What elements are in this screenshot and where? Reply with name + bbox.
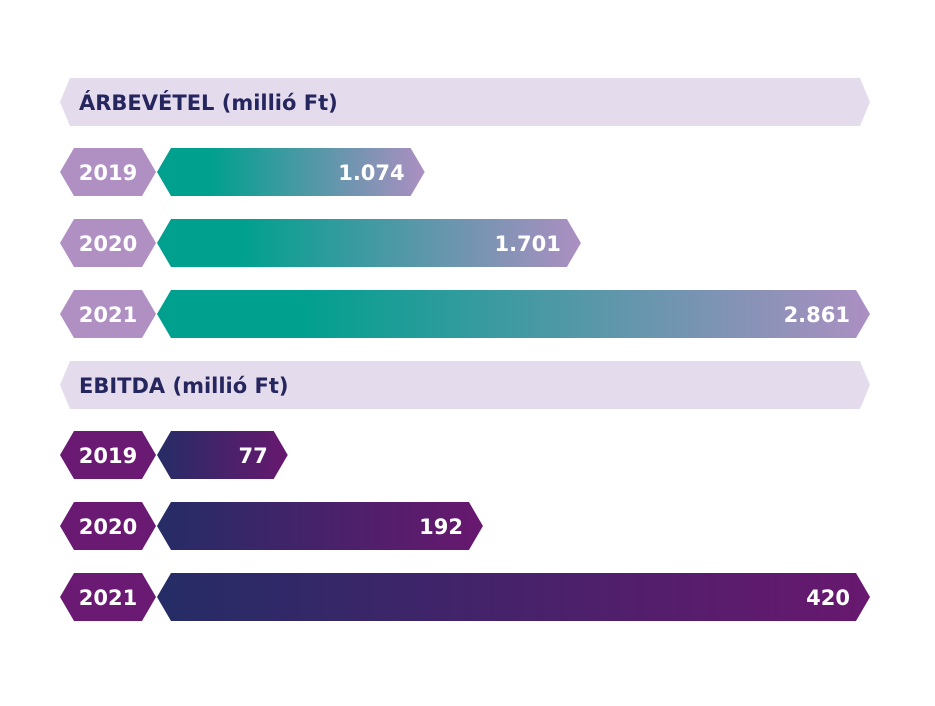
bar bbox=[157, 148, 425, 196]
ebitda-header-banner bbox=[60, 361, 870, 409]
year-label-bg bbox=[60, 573, 156, 621]
year-label-bg bbox=[60, 148, 156, 196]
ebitda-header-title: EBITDA (millió Ft) bbox=[79, 374, 288, 398]
revenue-header-title: ÁRBEVÉTEL (millió Ft) bbox=[79, 90, 338, 115]
year-label-bg bbox=[60, 502, 156, 550]
revenue-header-banner bbox=[60, 78, 870, 126]
bar-value-label: 2.861 bbox=[784, 303, 850, 327]
year-label: 2019 bbox=[79, 444, 137, 468]
year-label: 2020 bbox=[79, 232, 137, 256]
revenue-row-2021: 2021 2.861 bbox=[60, 290, 870, 338]
bar-value-label: 1.074 bbox=[338, 161, 404, 185]
revenue-row-2020: 2020 1.701 bbox=[60, 219, 581, 267]
year-label: 2019 bbox=[79, 161, 137, 185]
ebitda-row-2019: 2019 77 bbox=[60, 431, 288, 479]
bar-value-label: 192 bbox=[419, 515, 463, 539]
year-label-bg bbox=[60, 431, 156, 479]
year-label: 2021 bbox=[79, 303, 137, 327]
bar-value-label: 420 bbox=[806, 586, 850, 610]
ebitda-row-2021: 2021 420 bbox=[60, 573, 870, 621]
bar bbox=[157, 573, 870, 621]
bar bbox=[157, 290, 870, 338]
panel-ebitda: EBITDA (millió Ft) 2019 77 2020 192 2021 420 bbox=[60, 361, 870, 621]
revenue-row-2019: 2019 1.074 bbox=[60, 148, 425, 196]
bar-value-label: 77 bbox=[238, 444, 267, 468]
ebitda-row-2020: 2020 192 bbox=[60, 502, 483, 550]
year-label: 2020 bbox=[79, 515, 137, 539]
year-label-bg bbox=[60, 290, 156, 338]
bar bbox=[157, 219, 581, 267]
year-label-bg bbox=[60, 219, 156, 267]
bar bbox=[157, 431, 288, 479]
bar bbox=[157, 502, 483, 550]
bar-value-label: 1.701 bbox=[494, 232, 560, 256]
year-label: 2021 bbox=[79, 586, 137, 610]
